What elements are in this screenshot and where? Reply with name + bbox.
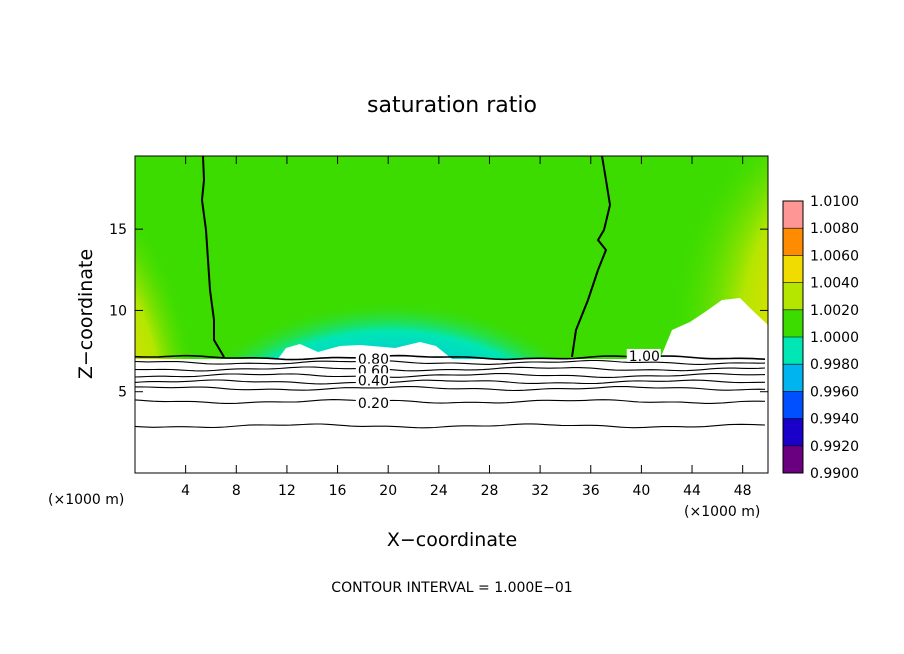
colorbar-label: 1.0100 xyxy=(810,194,859,210)
colorbar-label: 1.0040 xyxy=(810,276,859,292)
colorbar-label: 1.0000 xyxy=(810,330,859,346)
y-axis-ticks: 5 10 15 xyxy=(109,222,768,401)
contour-label: 0.20 xyxy=(358,396,389,412)
colorbar-label: 0.9960 xyxy=(810,384,859,400)
clear-patch-center xyxy=(278,342,452,359)
x-tick-label: 28 xyxy=(481,483,499,499)
x-tick-label: 48 xyxy=(734,483,752,499)
colorbar-label: 0.9900 xyxy=(810,466,859,482)
colorbar-swatch xyxy=(783,337,803,365)
x-tick-label: 32 xyxy=(531,483,549,499)
x-tick-label: 44 xyxy=(683,483,701,499)
contour-labels: 0.800.600.400.201.00 xyxy=(355,348,661,412)
colorbar-swatch xyxy=(783,255,803,283)
contour-line xyxy=(135,379,765,385)
contour-label-bg xyxy=(355,352,390,365)
x-unit-right: (×1000 m) xyxy=(684,504,760,520)
colorbar-swatch xyxy=(783,201,803,229)
x-tick-label: 8 xyxy=(232,483,241,499)
subcloud-background xyxy=(135,359,768,473)
contour-line xyxy=(135,385,766,392)
colorbar-label: 1.0020 xyxy=(810,303,859,319)
chart-title: saturation ratio xyxy=(367,93,537,118)
colorbar-swatch xyxy=(783,364,803,392)
x-tick-label: 40 xyxy=(632,483,650,499)
contour-label: 0.40 xyxy=(358,373,389,389)
y-tick-label: 15 xyxy=(109,222,127,238)
plot-area xyxy=(135,156,768,473)
clear-patch-right xyxy=(660,298,768,359)
x-tick-label: 20 xyxy=(379,483,397,499)
x-axis-label: X−coordinate xyxy=(387,529,517,551)
contour-line xyxy=(135,423,766,429)
contour-interval-footer: CONTOUR INTERVAL = 1.000E−01 xyxy=(331,580,572,596)
contour-label-bg xyxy=(626,348,661,361)
plot-frame xyxy=(134,155,769,474)
colorbar-label: 1.0080 xyxy=(810,221,859,237)
colorbar-swatch xyxy=(783,282,803,310)
contour-line xyxy=(135,372,766,378)
colorbar-label: 0.9980 xyxy=(810,357,859,373)
x-tick-label: 4 xyxy=(181,483,190,499)
x-tick-label: 36 xyxy=(582,483,600,499)
y-tick-label: 5 xyxy=(118,385,127,401)
colorbar-label: 0.9920 xyxy=(810,439,859,455)
colorbar-swatch xyxy=(783,418,803,446)
y-tick-label: 10 xyxy=(109,303,127,319)
colorbar-swatch xyxy=(783,445,803,473)
cloud-boundary-right xyxy=(571,156,612,358)
colorbar-label: 0.9940 xyxy=(810,412,859,428)
contour-label-bg xyxy=(355,363,390,376)
colorbar-swatch xyxy=(783,228,803,256)
contour-label: 1.00 xyxy=(629,349,660,365)
y-axis-label: Z−coordinate xyxy=(75,249,97,379)
colorbar-label: 1.0060 xyxy=(810,248,859,264)
contour-line xyxy=(135,399,766,404)
contour-label-bg xyxy=(355,396,390,409)
contour-line xyxy=(135,366,766,372)
colorbar-swatch xyxy=(783,309,803,337)
contour-label-bg xyxy=(355,373,390,386)
colorbar: 0.9900 0.9920 0.9940 0.9960 0.9980 1.0000 1.00… xyxy=(782,194,859,482)
x-tick-label: 12 xyxy=(278,483,296,499)
cloud-boundary-left xyxy=(200,156,225,358)
x-tick-label: 24 xyxy=(430,483,448,499)
x-unit-left: (×1000 m) xyxy=(48,492,124,508)
contour-line xyxy=(135,359,766,365)
x-axis-ticks: 4 8 12 16 20 24 28 32 36 40 44 48 xyxy=(181,156,752,499)
x-tick-label: 16 xyxy=(329,483,347,499)
colorbar-swatch xyxy=(783,391,803,419)
